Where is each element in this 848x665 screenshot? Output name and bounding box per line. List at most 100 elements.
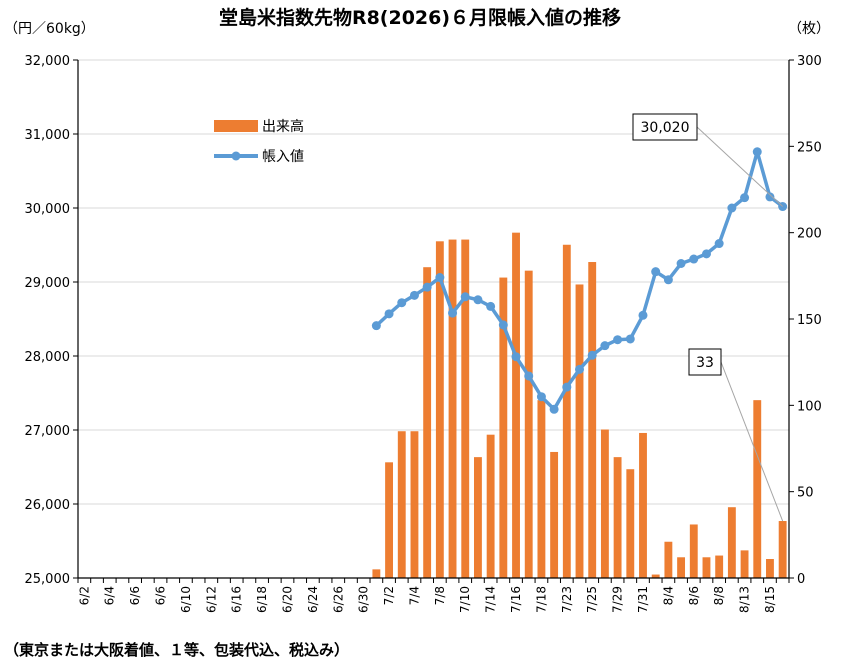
x-tick-label: 6/26 bbox=[331, 586, 345, 613]
x-tick-label: 7/16 bbox=[509, 586, 523, 613]
price-point bbox=[435, 273, 445, 283]
volume-bar bbox=[689, 524, 698, 578]
price-point bbox=[676, 259, 686, 268]
volume-bar bbox=[524, 270, 533, 578]
right-tick-label: 150 bbox=[797, 313, 822, 328]
volume-bar bbox=[448, 239, 457, 578]
price-point bbox=[448, 308, 458, 318]
x-tick-label: 7/23 bbox=[560, 586, 574, 613]
x-tick-label: 6/12 bbox=[204, 586, 218, 613]
x-tick-label: 6/24 bbox=[306, 586, 320, 613]
x-tick-label: 6/30 bbox=[357, 586, 371, 613]
volume-bar bbox=[385, 462, 393, 578]
callout-label-price: 30,020 bbox=[641, 120, 690, 136]
volume-bar bbox=[626, 469, 635, 578]
right-tick-label: 50 bbox=[797, 486, 814, 501]
price-point bbox=[562, 382, 572, 392]
x-tick-label: 7/31 bbox=[636, 586, 650, 613]
x-tick-label: 7/4 bbox=[407, 586, 421, 605]
left-tick-label: 31,000 bbox=[25, 128, 71, 143]
volume-bar bbox=[486, 434, 495, 578]
x-tick-label: 7/10 bbox=[458, 586, 472, 613]
legend-bar-swatch bbox=[214, 120, 258, 132]
footnote: （東京または大阪着値、１等、包装代込、税込み） bbox=[4, 641, 349, 659]
price-point bbox=[409, 290, 419, 300]
left-tick-label: 30,000 bbox=[25, 202, 71, 217]
price-point bbox=[397, 298, 407, 308]
left-tick-label: 25,000 bbox=[25, 572, 71, 587]
price-point bbox=[714, 239, 724, 249]
x-tick-label: 6/18 bbox=[255, 586, 269, 613]
price-point bbox=[651, 267, 661, 277]
right-tick-label: 200 bbox=[797, 227, 822, 242]
price-point bbox=[498, 320, 508, 330]
volume-bar bbox=[499, 277, 508, 578]
callouts: 30,020 33 bbox=[632, 113, 784, 522]
volume-bar bbox=[740, 550, 749, 578]
price-point bbox=[625, 334, 635, 344]
volume-bar bbox=[727, 507, 736, 578]
price-point bbox=[422, 282, 432, 292]
volume-bar bbox=[562, 244, 571, 578]
price-point bbox=[587, 350, 597, 360]
right-tick-label: 100 bbox=[797, 399, 822, 414]
x-tick-label: 6/6 bbox=[128, 586, 142, 605]
volume-bar bbox=[423, 267, 432, 578]
price-point bbox=[701, 249, 711, 259]
x-tick-label: 6/4 bbox=[103, 586, 117, 605]
left-axis-unit: （円／60kg） bbox=[4, 21, 95, 37]
volume-bar bbox=[753, 400, 762, 578]
left-tick-label: 32,000 bbox=[25, 54, 71, 69]
volume-bar bbox=[372, 569, 381, 578]
callout-box-price bbox=[632, 113, 698, 141]
price-point bbox=[511, 352, 521, 362]
callout-label-volume: 33 bbox=[696, 355, 714, 371]
x-tick-label: 8/4 bbox=[661, 586, 675, 605]
x-tick-label: 7/14 bbox=[484, 586, 498, 613]
price-point bbox=[663, 275, 673, 285]
price-point bbox=[689, 254, 699, 264]
left-tick-label: 29,000 bbox=[25, 276, 71, 291]
legend: 出来高 帳入値 bbox=[214, 118, 304, 165]
volume-bar bbox=[766, 559, 774, 578]
volume-bar bbox=[512, 232, 520, 578]
price-point bbox=[549, 404, 559, 414]
x-tick-label: 7/2 bbox=[382, 586, 396, 605]
x-tick-label: 6/2 bbox=[77, 586, 91, 605]
right-tick-label: 300 bbox=[797, 54, 822, 69]
price-point bbox=[384, 309, 394, 319]
price-point bbox=[524, 371, 534, 381]
right-tick-label: 0 bbox=[797, 572, 805, 587]
volume-bar bbox=[702, 557, 711, 578]
volume-bar bbox=[588, 262, 597, 578]
left-axis-ticks: 25,000 26,000 27,000 28,000 29,000 30,000 31,0… bbox=[25, 54, 78, 587]
legend-label-price: 帳入値 bbox=[262, 149, 304, 165]
volume-bar bbox=[600, 429, 609, 578]
right-tick-label: 250 bbox=[797, 140, 822, 155]
volume-bar bbox=[778, 521, 787, 578]
price-point bbox=[460, 292, 470, 302]
right-axis-unit: （枚） bbox=[788, 21, 830, 37]
x-tick-label: 7/8 bbox=[433, 586, 447, 605]
volume-bar bbox=[715, 555, 724, 578]
volume-bar bbox=[575, 284, 584, 578]
price-point bbox=[600, 341, 610, 351]
x-tick-label: 7/18 bbox=[534, 586, 548, 613]
volume-bar bbox=[474, 457, 482, 578]
legend-label-volume: 出来高 bbox=[262, 118, 304, 135]
right-axis-ticks: 0 50 100 150 200 250 300 bbox=[789, 54, 822, 587]
price-point bbox=[486, 301, 496, 311]
x-tick-label: 7/29 bbox=[611, 586, 625, 613]
volume-bar bbox=[435, 241, 444, 579]
volume-bars bbox=[372, 232, 787, 579]
price-point bbox=[536, 392, 546, 402]
x-axis-ticks: 6/2 6/4 6/6 6/6 6/10 6/12 6/16 6/18 6/20 6/24 6/26… bbox=[77, 578, 790, 613]
left-tick-label: 27,000 bbox=[25, 424, 71, 439]
x-tick-label: 6/20 bbox=[280, 586, 294, 613]
volume-bar bbox=[677, 557, 686, 578]
volume-bar bbox=[613, 457, 622, 578]
price-point bbox=[727, 203, 737, 213]
price-point bbox=[371, 321, 381, 331]
callout-box-volume bbox=[688, 348, 722, 376]
